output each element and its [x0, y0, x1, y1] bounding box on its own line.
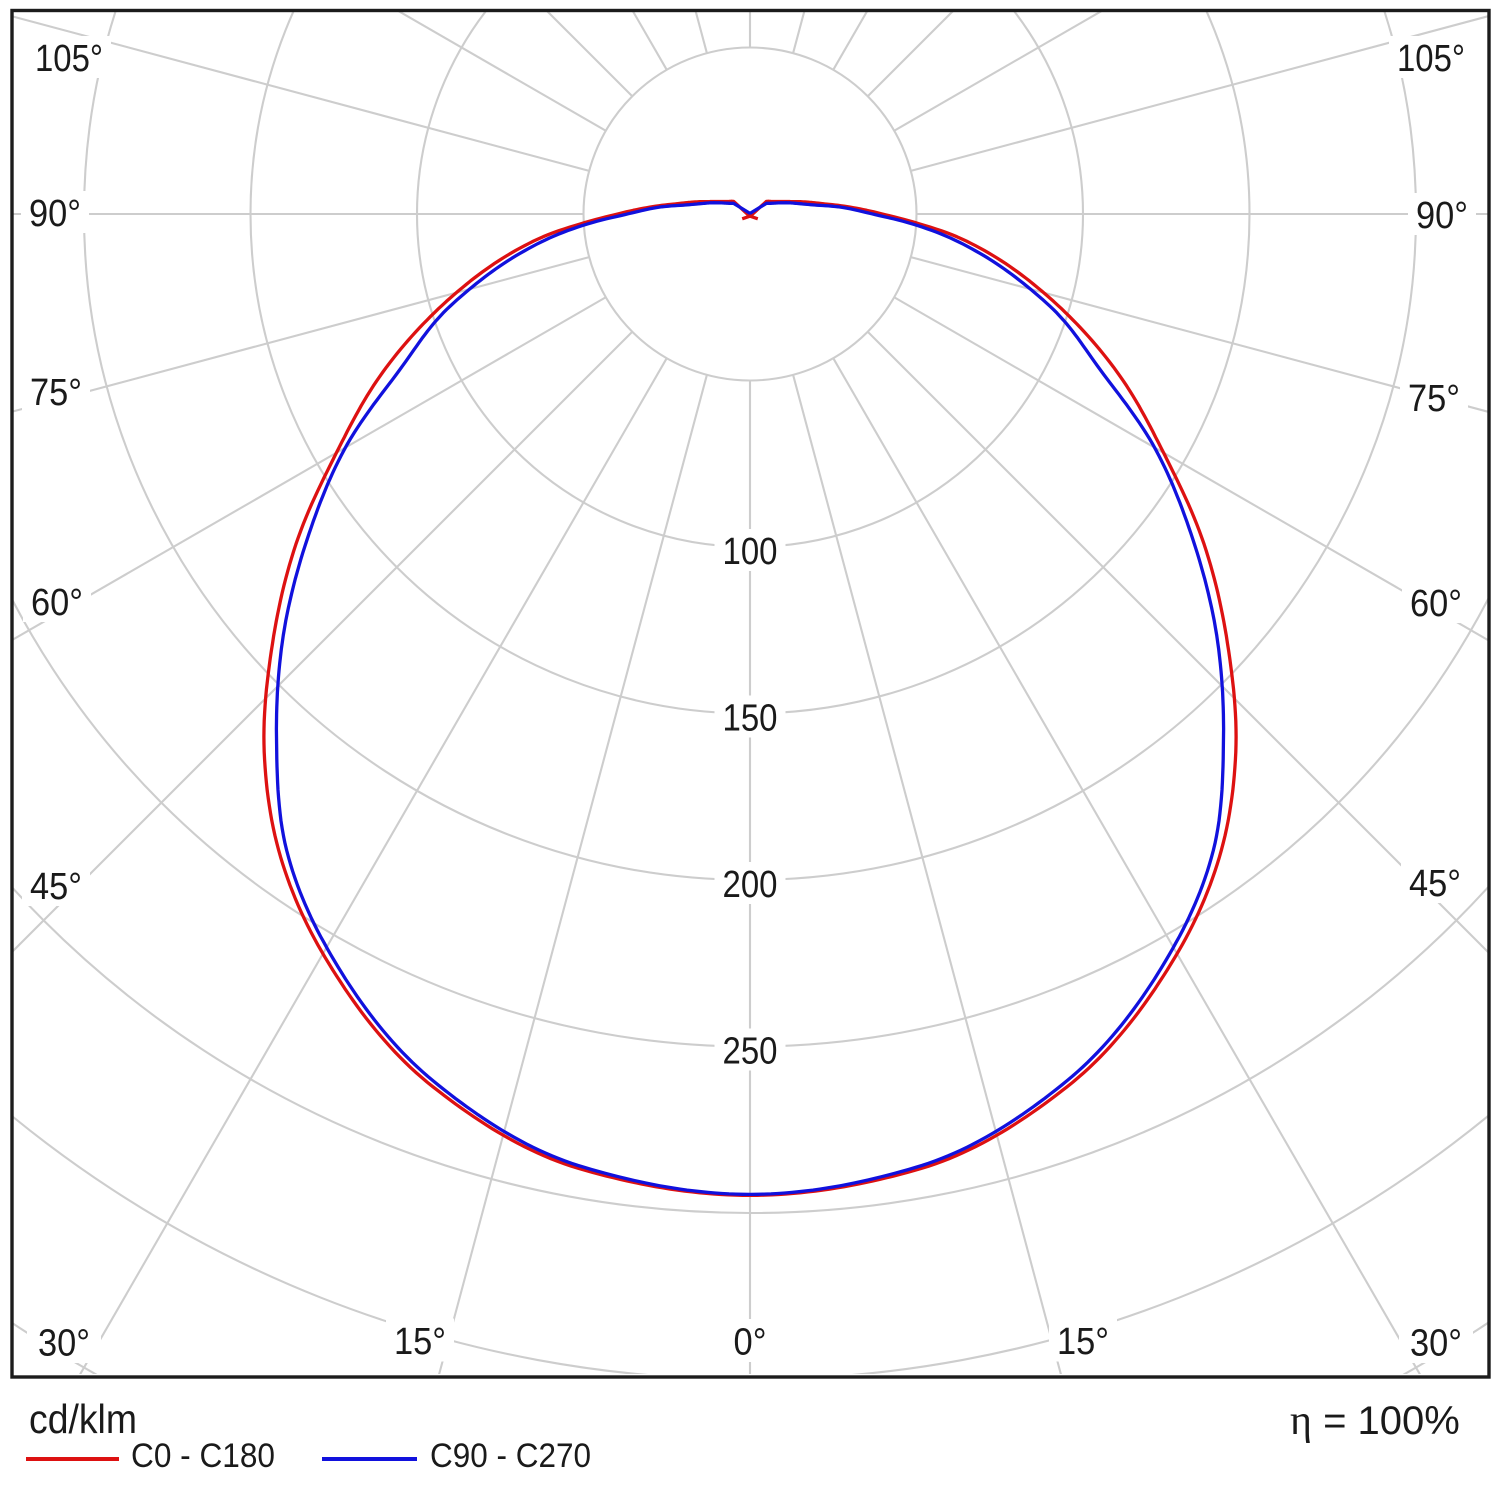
- svg-text:250: 250: [723, 1030, 778, 1072]
- svg-text:45°: 45°: [1409, 863, 1461, 905]
- svg-text:150: 150: [723, 697, 778, 739]
- svg-text:100: 100: [723, 531, 778, 573]
- svg-text:C0 - C180: C0 - C180: [131, 1437, 275, 1475]
- svg-text:90°: 90°: [1416, 195, 1468, 237]
- svg-text:15°: 15°: [1057, 1321, 1109, 1363]
- svg-text:60°: 60°: [31, 582, 83, 624]
- svg-text:75°: 75°: [1408, 378, 1460, 420]
- svg-text:90°: 90°: [29, 193, 81, 235]
- svg-text:105°: 105°: [35, 38, 103, 80]
- svg-text:15°: 15°: [394, 1321, 446, 1363]
- svg-text:C90 - C270: C90 - C270: [430, 1437, 591, 1475]
- svg-text:75°: 75°: [30, 372, 82, 414]
- svg-text:200: 200: [723, 864, 778, 906]
- svg-text:30°: 30°: [38, 1322, 90, 1364]
- svg-text:60°: 60°: [1410, 583, 1462, 625]
- svg-text:105°: 105°: [1397, 38, 1465, 80]
- svg-text:45°: 45°: [30, 866, 82, 908]
- svg-text:0°: 0°: [734, 1321, 767, 1363]
- svg-text:η = 100%: η = 100%: [1290, 1398, 1460, 1444]
- svg-text:30°: 30°: [1410, 1322, 1462, 1364]
- svg-text:cd/klm: cd/klm: [29, 1396, 137, 1442]
